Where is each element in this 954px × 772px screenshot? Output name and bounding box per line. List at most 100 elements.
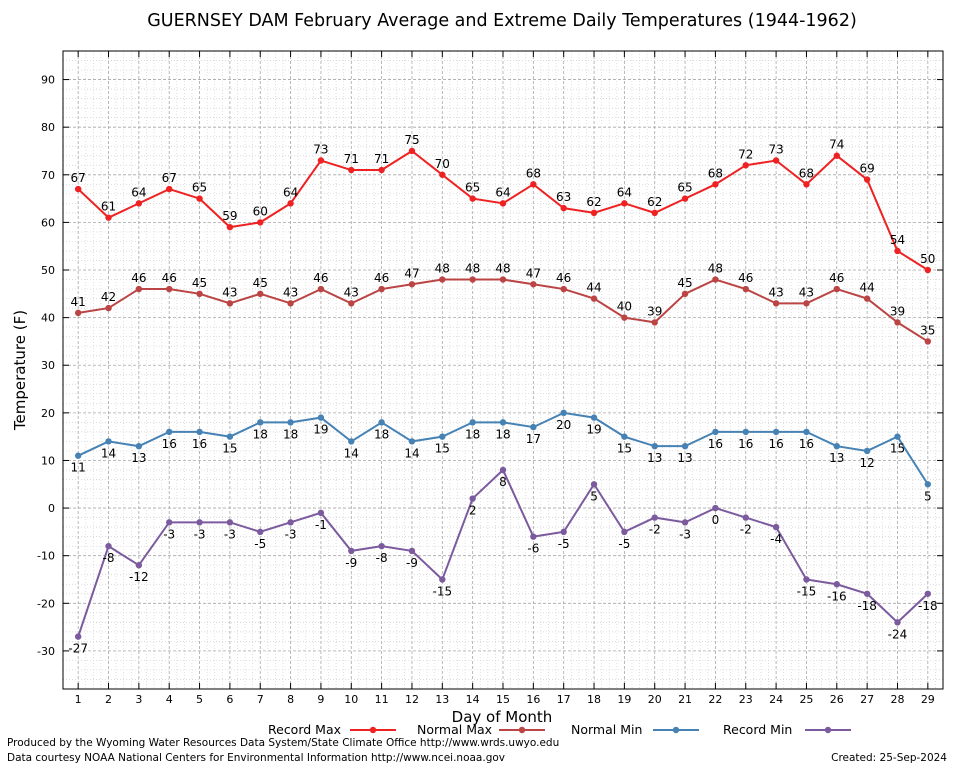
data-point [772,428,780,436]
data-label: 64 [495,185,510,199]
data-label: 8 [499,475,507,489]
data-point [196,428,203,436]
grid-layer [63,50,943,690]
legend-entry: Record Max [268,722,396,737]
legend-swatch-marker [518,726,526,734]
data-label: -3 [285,527,297,541]
data-point [863,176,871,183]
data-point [803,428,810,436]
x-tick-label: 3 [135,693,142,706]
data-label: 67 [162,171,177,185]
data-point [499,200,507,207]
data-point [408,547,416,555]
data-label: -2 [649,523,661,537]
data-label: -2 [740,523,752,537]
x-tick-label: 15 [496,693,510,706]
x-tick-label: 13 [435,693,449,706]
data-label: -6 [527,542,539,556]
legend-entry: Normal Min [571,722,699,737]
data-label: 13 [829,451,844,465]
data-point [378,166,385,174]
data-point [166,428,173,436]
data-point [894,433,901,440]
y-tick-label: -20 [37,597,55,610]
data-point [772,300,780,307]
data-label: 68 [708,166,723,180]
data-label: 73 [313,143,328,157]
data-point [681,519,689,526]
data-point [135,562,143,569]
data-label: 46 [738,271,753,285]
data-point [348,547,355,555]
data-label: 68 [526,166,541,180]
data-point [833,285,840,293]
x-tick-label: 25 [799,693,813,706]
data-point [651,209,658,217]
data-label: 16 [162,437,177,451]
data-point [469,419,476,426]
y-tick-label: 20 [41,407,55,420]
y-tick-label: 50 [41,264,55,277]
x-tick-label: 27 [860,693,874,706]
data-point [530,181,537,188]
data-point [378,285,385,293]
data-label: 16 [192,437,207,451]
data-label: -15 [433,584,453,598]
data-label: -8 [376,551,388,565]
data-label: -3 [163,527,175,541]
data-label: 45 [677,276,692,290]
data-label: 14 [344,446,359,460]
data-label: -18 [918,599,938,613]
data-label: -16 [827,589,847,603]
data-label: 18 [374,427,389,441]
data-label: 71 [344,152,359,166]
data-label: 18 [283,427,298,441]
data-point [105,438,112,445]
data-label: -9 [406,556,418,570]
data-point [833,581,840,588]
x-tick-label: 17 [557,693,571,706]
data-point [196,519,203,526]
legend-entry: Normal Max [417,722,545,737]
data-point [530,281,537,288]
data-label: 2 [469,504,477,518]
data-point [499,466,507,474]
data-point [408,438,416,445]
data-label: 0 [712,513,720,527]
data-point [681,195,689,202]
data-label: 14 [404,446,419,460]
x-tick-label: 7 [257,693,264,706]
x-tick-label: 29 [921,693,935,706]
data-label: 40 [617,300,632,314]
data-label: 64 [131,185,146,199]
data-label: 20 [556,418,571,432]
data-point [712,181,719,188]
data-label: -5 [618,537,630,551]
data-label: 5 [590,489,598,503]
data-point [560,528,567,536]
data-label: 70 [435,157,450,171]
data-label: 18 [495,427,510,441]
data-label: 11 [71,461,86,475]
data-point [317,157,325,164]
data-label: 48 [465,262,480,276]
data-label: 18 [465,427,480,441]
data-label: 71 [374,152,389,166]
x-tick-label: 22 [708,693,722,706]
legend-swatch-marker [369,726,377,734]
data-point [439,276,446,283]
data-label: 48 [708,262,723,276]
data-label: -5 [254,537,266,551]
data-point [742,162,749,169]
data-label: -3 [194,527,206,541]
data-point [257,528,264,536]
data-label: 59 [222,209,237,223]
data-label: 43 [344,285,359,299]
data-label: 67 [71,171,86,185]
data-label: -9 [345,556,357,570]
data-point [74,633,82,640]
data-label: 46 [556,271,571,285]
data-point [894,619,901,626]
y-tick-label: -30 [37,645,55,658]
